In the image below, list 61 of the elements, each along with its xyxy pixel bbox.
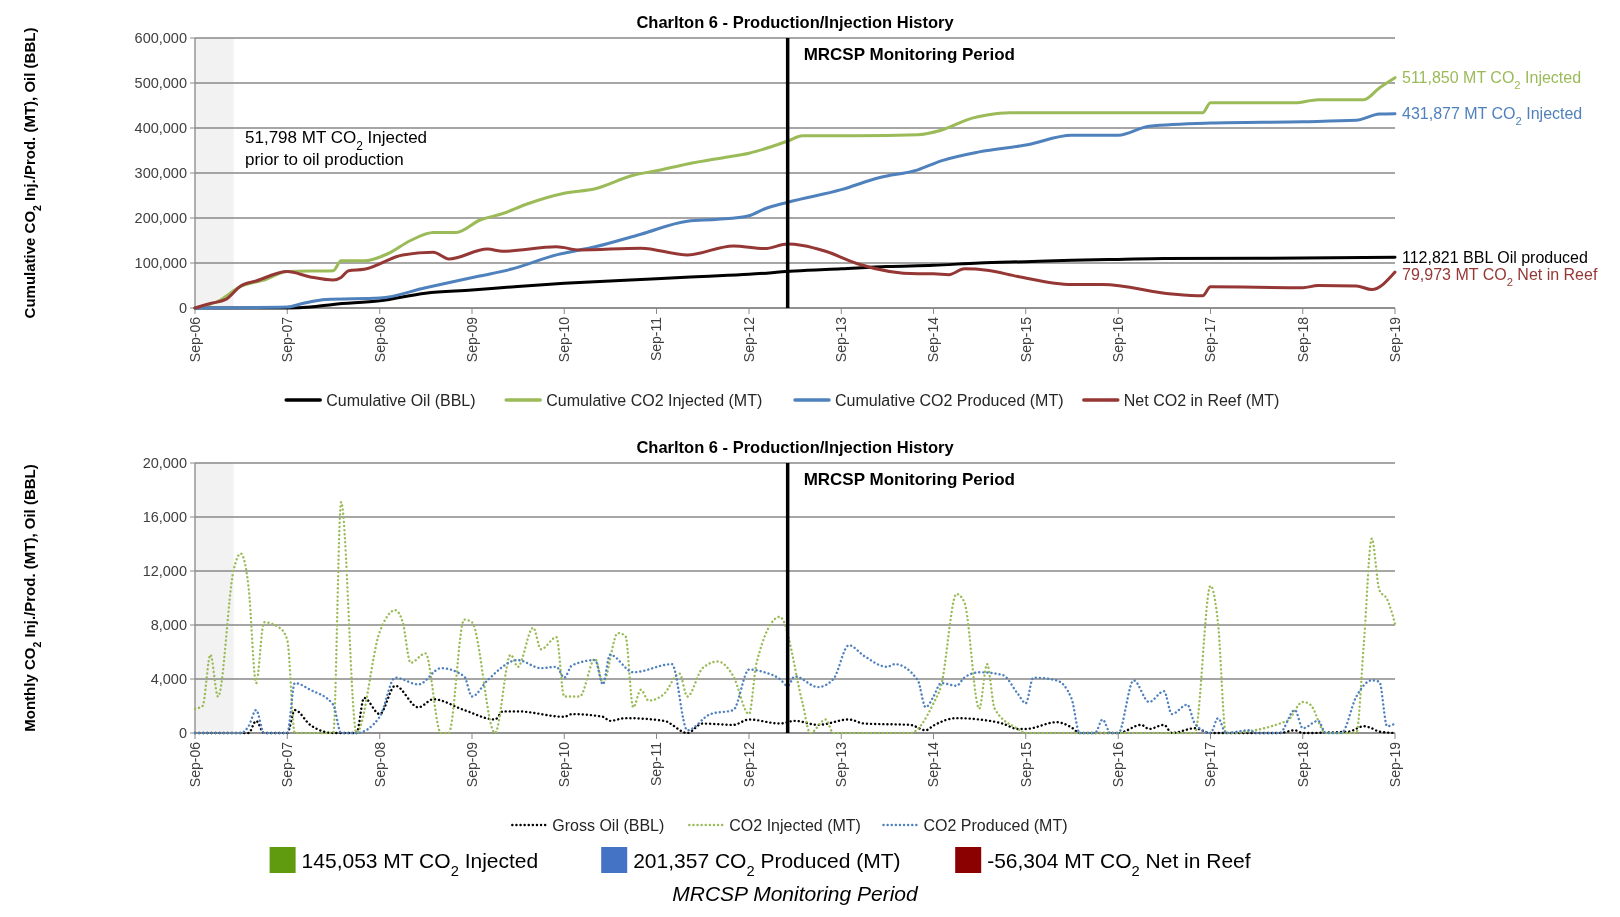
x-tick-label: Sep-16: [1110, 741, 1127, 788]
legend-label: CO2 Produced (MT): [923, 816, 1068, 834]
legend-label: Gross Oil (BBL): [552, 816, 665, 834]
legend-label: Cumulative Oil (BBL): [326, 391, 476, 409]
text: -56,304 MT CO$_{2}$ Net in Reef: [987, 849, 1251, 880]
x-tick-label: Sep-11: [648, 316, 665, 362]
x-tick-label: Sep-17: [1202, 316, 1219, 363]
x-tick-label: Sep-08: [371, 316, 388, 363]
x-tick-label: Sep-19: [1386, 741, 1403, 788]
x-tick-label: Sep-14: [925, 316, 942, 363]
x-tick-label: Sep-07: [279, 316, 296, 363]
y-tick-label: 8,000: [150, 617, 187, 634]
y-tick-label: 100,000: [134, 255, 187, 272]
ref-line-label: MRCSP Monitoring Period: [803, 470, 1015, 489]
y-tick-label: 12,000: [142, 563, 187, 580]
y-tick-label: 300,000: [134, 165, 187, 182]
text: 201,357 CO$_{2}$ Produced (MT): [633, 849, 901, 880]
x-tick-label: Sep-17: [1202, 741, 1219, 788]
x-tick-label: Sep-15: [1017, 316, 1034, 363]
y-tick-label: 0: [178, 725, 187, 742]
x-tick-label: Sep-18: [1294, 741, 1311, 788]
text: 145,053 MT CO$_{2}$ Injected: [301, 849, 539, 880]
y-tick-label: 0: [178, 300, 187, 317]
annotation: 431,877 MT CO$_{2}$ Injected: [1402, 105, 1583, 128]
chart-title: Charlton 6 - Production/Injection History: [636, 13, 955, 31]
text: MRCSP Monitoring Period: [672, 882, 920, 906]
x-tick-label: Sep-09: [463, 316, 480, 363]
legend-label: Cumulative CO2 Injected (MT): [546, 391, 763, 409]
y-tick-label: 600,000: [134, 30, 187, 47]
x-tick-label: Sep-14: [925, 741, 942, 788]
x-tick-label: Sep-07: [279, 741, 296, 788]
x-tick-label: Sep-10: [556, 316, 573, 363]
y-tick-label: 4,000: [150, 671, 187, 688]
x-tick-label: Sep-09: [463, 741, 480, 788]
x-tick-label: Sep-08: [371, 741, 388, 788]
x-tick-label: Sep-06: [186, 316, 203, 363]
y-tick-label: 16,000: [142, 509, 187, 526]
legend-label: CO2 Injected (MT): [729, 816, 861, 834]
x-tick-label: Sep-10: [556, 741, 573, 788]
ref-line-label: MRCSP Monitoring Period: [803, 45, 1015, 64]
legend-label: Net CO2 in Reef (MT): [1123, 391, 1280, 409]
x-tick-label: Sep-18: [1294, 316, 1311, 363]
x-tick-label: Sep-13: [833, 741, 850, 788]
annotation: 79,973 MT CO$_{2}$ Net in Reef: [1402, 265, 1598, 288]
x-tick-label: Sep-13: [833, 316, 850, 363]
legend-label: Cumulative CO2 Produced (MT): [835, 391, 1064, 409]
annotation: 511,850 MT CO$_{2}$ Injected: [1402, 69, 1582, 92]
x-tick-label: Sep-19: [1386, 316, 1403, 363]
y-tick-label: 20,000: [142, 455, 187, 472]
x-tick-label: Sep-15: [1017, 741, 1034, 788]
annotation: 51,798 MT CO$_{2}$ Injected prior to oil production: [245, 128, 428, 170]
x-tick-label: Sep-11: [648, 741, 665, 787]
x-tick-label: Sep-12: [740, 316, 757, 363]
x-tick-label: Sep-06: [186, 741, 203, 788]
annotation: 112,821 BBL Oil produced: [1402, 248, 1588, 266]
x-tick-label: Sep-16: [1110, 316, 1127, 363]
x-tick-label: Sep-12: [740, 741, 757, 788]
y-tick-label: 500,000: [134, 75, 187, 92]
y-tick-label: 200,000: [134, 210, 187, 227]
y-tick-label: 400,000: [134, 120, 187, 137]
chart-title: Charlton 6 - Production/Injection History: [636, 438, 955, 456]
